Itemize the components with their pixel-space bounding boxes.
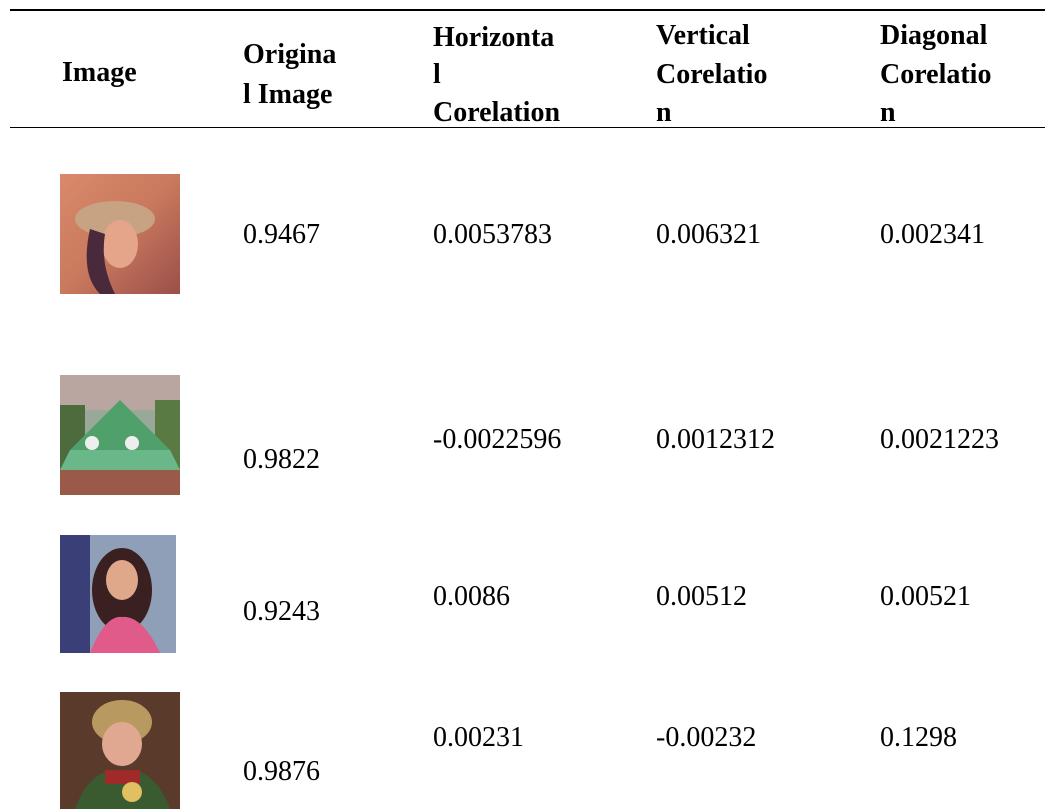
page: (() => { const data = JSON.parse(documen… (0, 0, 1045, 809)
table-cell: 0.002341 (880, 221, 985, 249)
header-cell: Corelatio (656, 61, 767, 89)
table-cell: 0.0053783 (433, 221, 552, 249)
table-cell: 0.00231 (433, 724, 524, 752)
table-cell: 0.006321 (656, 221, 761, 249)
header-cell: n (656, 99, 672, 127)
header-cell: l Image (243, 81, 332, 109)
table-cell: 0.00512 (656, 583, 747, 611)
header-cell: Origina (243, 41, 336, 69)
header-cell: Image (62, 59, 137, 87)
table-cell: 0.9822 (243, 446, 320, 474)
table-cell: 0.9876 (243, 758, 320, 786)
table-cell: 0.9467 (243, 221, 320, 249)
header-cell: Diagonal (880, 22, 987, 50)
table-cell: 0.1298 (880, 724, 957, 752)
table-cell: -0.00232 (656, 724, 756, 752)
image-thumbnail (60, 535, 176, 653)
table-cell: 0.0086 (433, 583, 510, 611)
table-cell: 0.9243 (243, 598, 320, 626)
image-thumbnail (60, 375, 180, 495)
table-cell: 0.0021223 (880, 426, 999, 454)
top-rule (10, 9, 1045, 11)
image-thumbnail (60, 692, 180, 809)
header-cell: n (880, 99, 896, 127)
header-cell: Corelatio (880, 61, 991, 89)
table-cell: 0.0012312 (656, 426, 775, 454)
header-cell: Horizonta (433, 24, 554, 52)
table-cell: -0.0022596 (433, 426, 561, 454)
table-cell: 0.00521 (880, 583, 971, 611)
header-cell: Corelation (433, 99, 560, 127)
image-thumbnail (60, 174, 180, 294)
header-cell: Vertical (656, 22, 750, 50)
header-cell: l (433, 61, 441, 89)
